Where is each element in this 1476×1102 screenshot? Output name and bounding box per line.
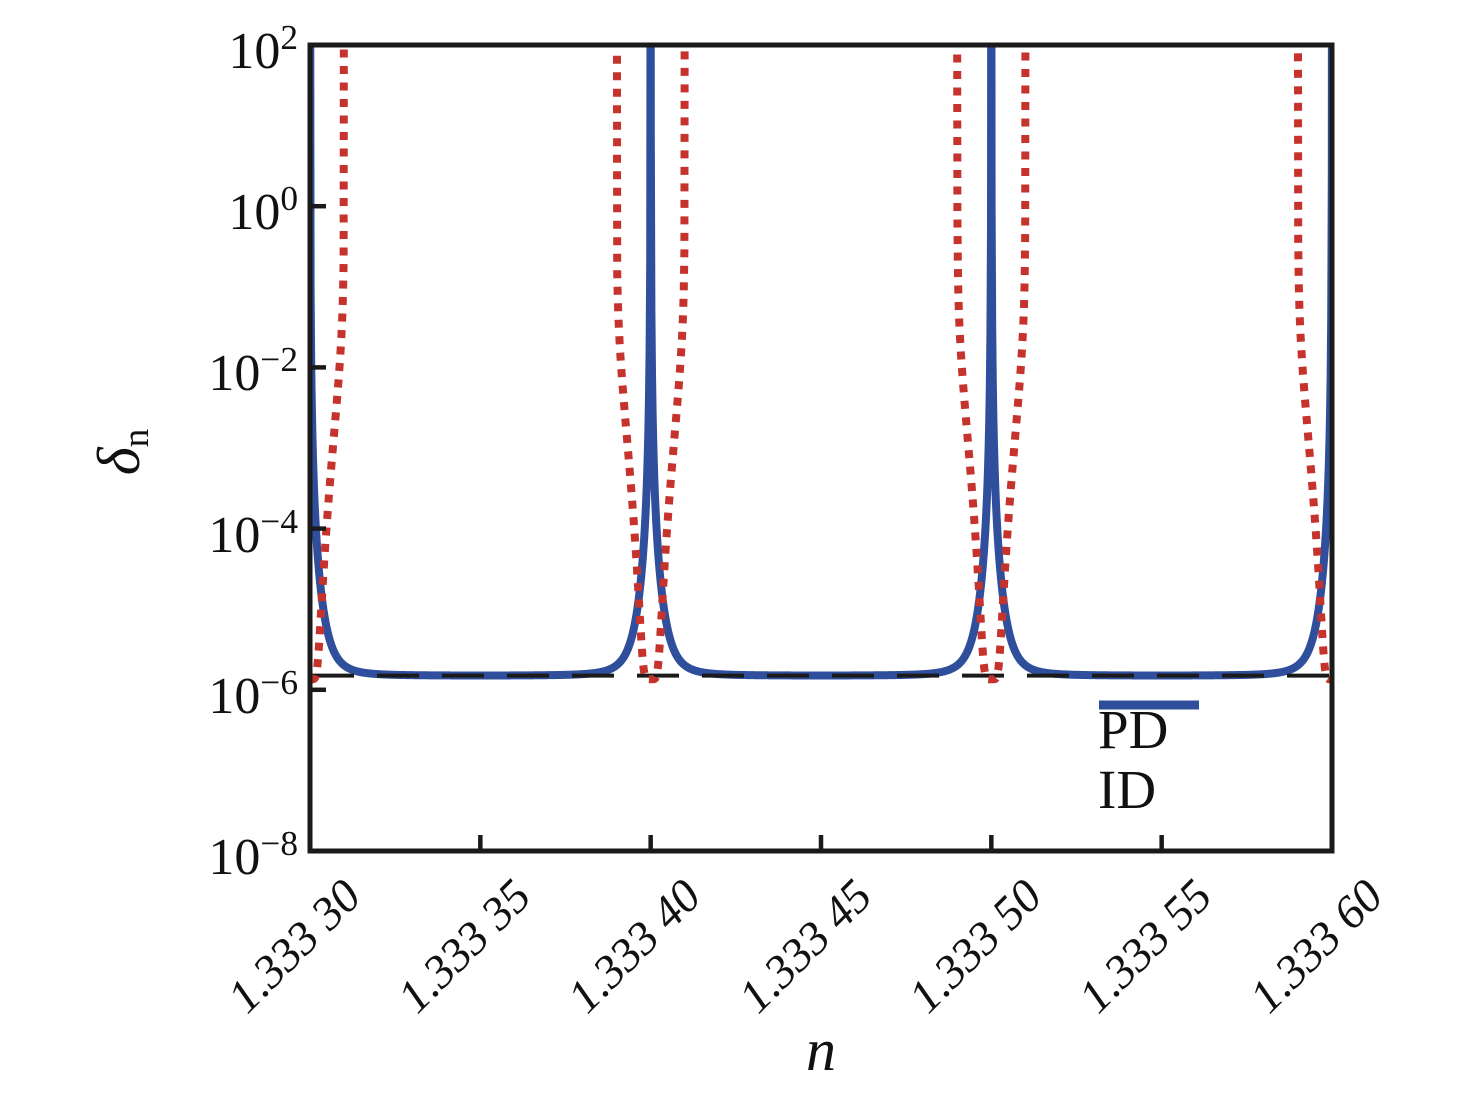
legend-label-id: ID: [1098, 758, 1157, 820]
y-axis-tick-label: 100: [228, 177, 298, 242]
y-axis-title-symbol: δ: [85, 447, 152, 476]
legend-label-pd: PD: [1098, 698, 1169, 760]
y-axis-tick-label: 10−6: [208, 661, 298, 726]
id-curve: [311, 46, 1331, 680]
y-axis-title: δn: [85, 428, 158, 476]
pd-curve: [311, 46, 1331, 684]
y-axis-tick-label: 10−8: [208, 822, 298, 887]
x-axis-title-text: n: [806, 1017, 836, 1083]
tick-marks: [307, 42, 1335, 854]
y-axis-tick-label: 102: [228, 16, 298, 81]
legend: PD ID: [1098, 698, 1199, 820]
y-axis-title-subscript: n: [116, 428, 158, 448]
axes-frame: [307, 42, 1335, 854]
x-axis-title: n: [806, 1020, 836, 1080]
y-axis-tick-label: 10−2: [208, 339, 298, 403]
y-axis-tick-label: 10−4: [208, 500, 298, 564]
legend-swatch-id-solid-line: [1099, 700, 1199, 710]
legend-entry-id: ID: [1098, 700, 1199, 820]
